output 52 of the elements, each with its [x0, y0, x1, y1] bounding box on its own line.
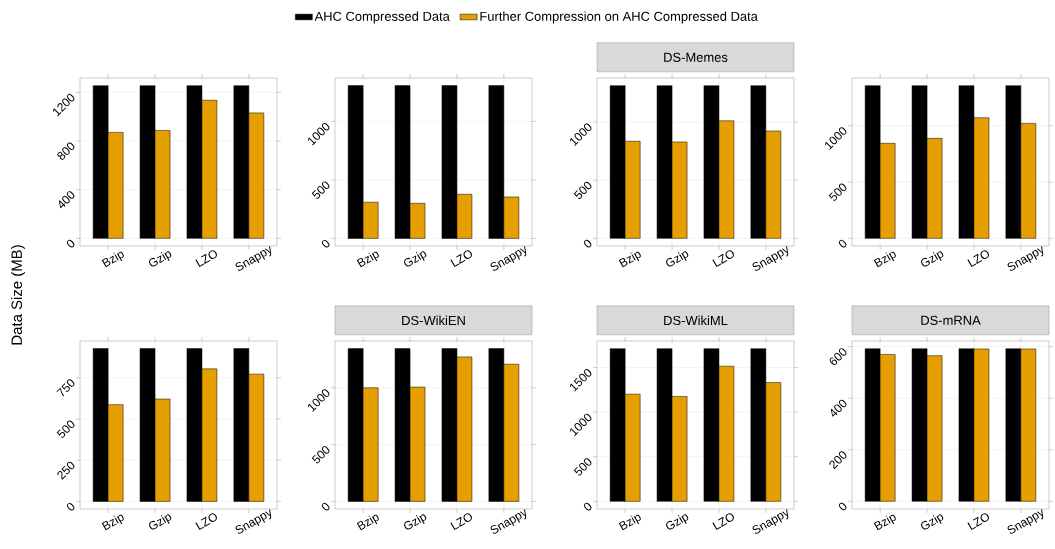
x-tick-label: Gzip — [149, 514, 172, 530]
y-tick-label: 0 — [66, 502, 75, 511]
x-tick-label: Bzip — [101, 514, 124, 531]
y-tick-label: 0 — [583, 239, 592, 248]
y-tick-label: 500 — [828, 183, 847, 201]
chart-title: DS-WikiEN — [402, 315, 465, 326]
x-tick-label: LZO — [195, 250, 217, 268]
x-tick-label: Gzip — [666, 251, 689, 267]
y-tick-label: 200 — [829, 451, 847, 470]
x-tick-label: Gzip — [404, 251, 427, 267]
x-tick-label: Gzip — [921, 251, 944, 267]
chart-title: DS-Memes — [664, 52, 728, 62]
x-tick-label: Bzip — [873, 251, 896, 268]
x-tick-label: LZO — [967, 250, 989, 268]
x-tick-label: Bzip — [873, 514, 896, 531]
x-tick-label: LZO — [712, 250, 734, 268]
y-tick-label: 400 — [830, 399, 847, 417]
y-tick-label: 0 — [66, 239, 75, 248]
x-tick-label: LZO — [450, 513, 472, 531]
x-tick-label: Bzip — [618, 251, 641, 268]
y-tick-label: 600 — [829, 348, 847, 366]
legend-label: Further Compression on AHC Compressed Data — [480, 11, 758, 24]
legend-label: AHC Compressed Data — [314, 11, 450, 24]
y-tick-label: 750 — [56, 379, 75, 397]
x-tick-label: Gzip — [404, 514, 427, 530]
x-tick-label: Bzip — [356, 251, 379, 268]
y-tick-label: 400 — [58, 191, 75, 209]
chart-title: DS-WikiML — [664, 315, 728, 326]
y-tick-label: 250 — [57, 461, 75, 480]
y-tick-label: 0 — [321, 502, 330, 511]
y-tick-label: 0 — [321, 239, 330, 248]
y-tick-label: 500 — [573, 181, 592, 199]
x-tick-label: Bzip — [101, 251, 124, 268]
y-tick-label: 500 — [311, 181, 330, 199]
y-axis-title: Data Size (MB) — [11, 245, 25, 345]
x-tick-label: LZO — [195, 513, 217, 531]
y-tick-label: 500 — [311, 446, 330, 464]
x-tick-label: LZO — [712, 513, 734, 531]
x-tick-label: Gzip — [149, 251, 172, 267]
x-tick-label: Bzip — [618, 514, 641, 531]
x-tick-label: Gzip — [921, 514, 944, 530]
chart-title: DS-mRNA — [921, 315, 981, 325]
y-tick-label: 500 — [573, 458, 592, 476]
x-tick-label: LZO — [450, 250, 472, 268]
y-tick-label: 0 — [838, 502, 847, 511]
y-tick-label: 500 — [56, 420, 75, 438]
x-tick-label: Gzip — [666, 514, 689, 530]
y-tick-label: 0 — [583, 502, 592, 511]
y-tick-label: 800 — [57, 142, 75, 160]
x-tick-label: LZO — [967, 513, 989, 531]
y-tick-label: 0 — [838, 239, 847, 248]
x-tick-label: Bzip — [356, 514, 379, 531]
